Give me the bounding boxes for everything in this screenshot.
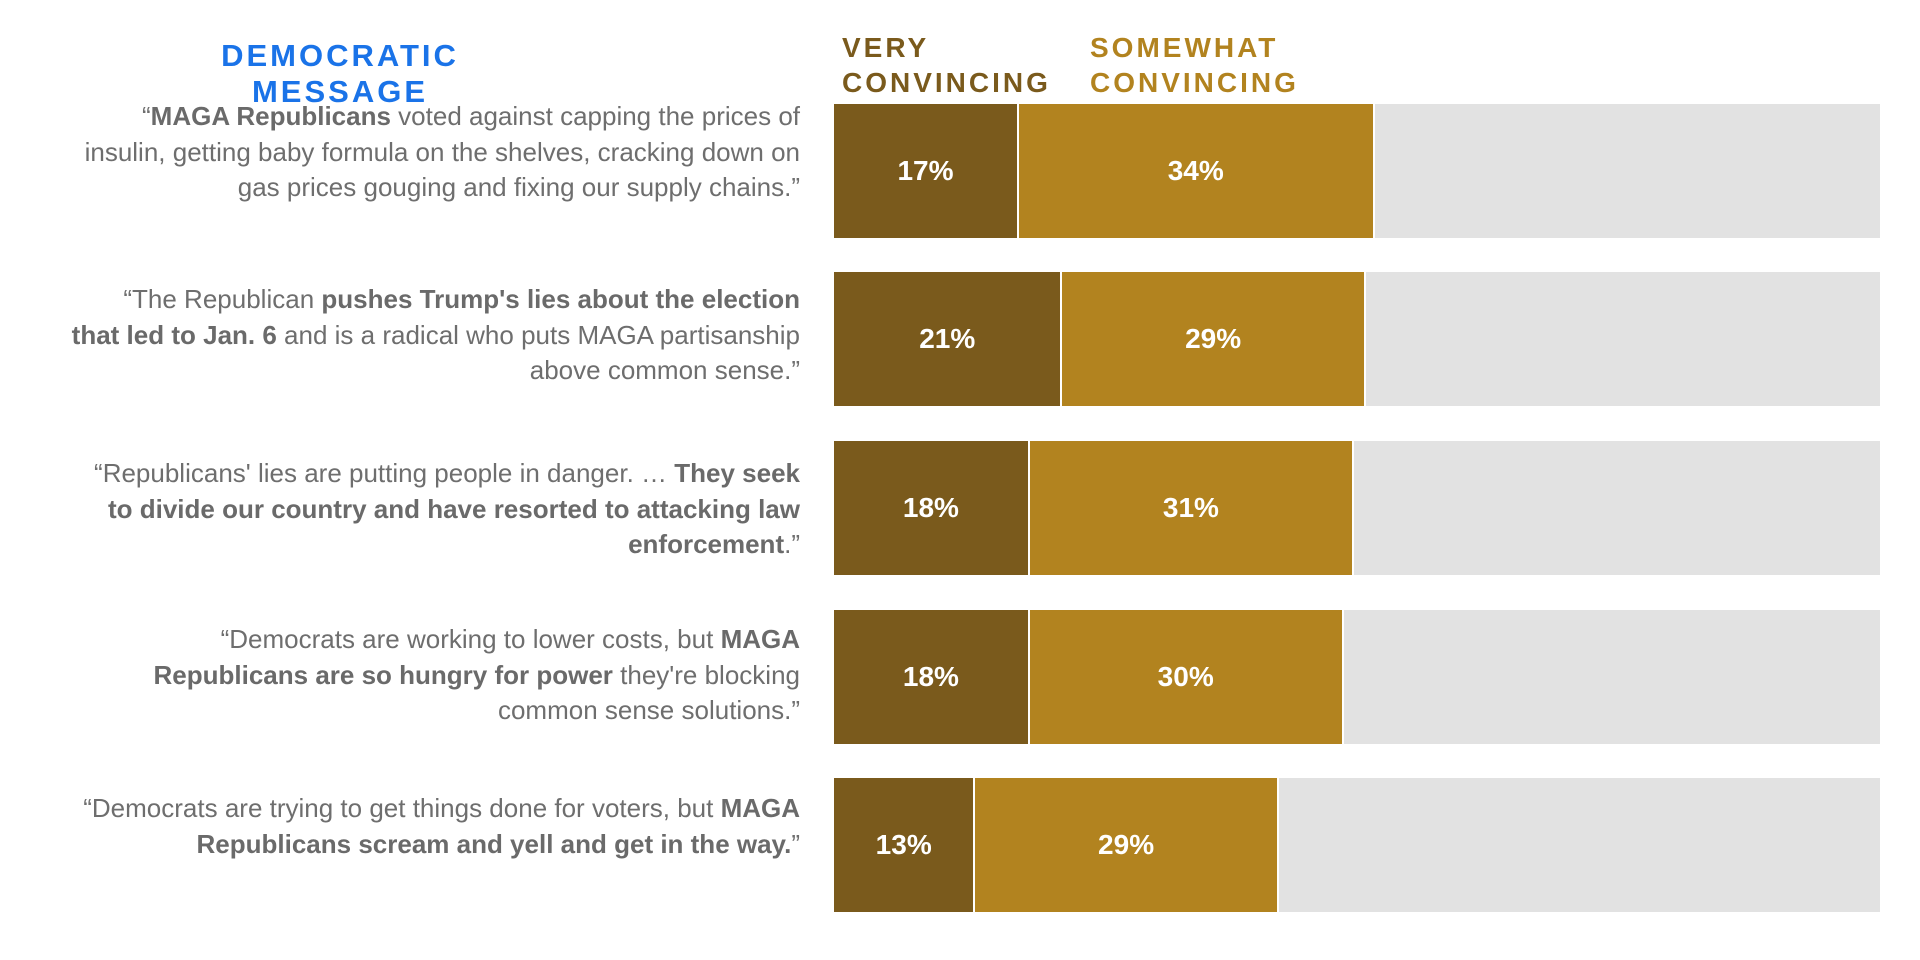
message-bold-part: MAGA Republicans	[150, 101, 391, 131]
bar-value-label: 18%	[902, 661, 959, 692]
chart-title: DEMOCRATIC MESSAGE	[221, 38, 459, 109]
bar-row: 17% 34%	[834, 104, 1880, 238]
bar-value-label: 29%	[1098, 829, 1155, 860]
bar-row: 18% 31%	[834, 441, 1880, 575]
bar-row: 13% 29%	[834, 778, 1880, 912]
message-part: .”	[784, 529, 800, 559]
message-text: “MAGA Republicans voted against capping …	[70, 99, 800, 206]
message-text: “Republicans' lies are putting people in…	[70, 456, 800, 563]
bar-very-convincing: 18%	[834, 441, 1030, 575]
bar-value-label: 30%	[1157, 661, 1214, 692]
bar-very-convincing: 17%	[834, 104, 1019, 238]
bar-remainder	[1374, 104, 1880, 238]
message-part: “Democrats are trying to get things done…	[83, 793, 721, 823]
bar-very-convincing: 18%	[834, 610, 1030, 744]
message-text: “Democrats are trying to get things done…	[70, 791, 800, 862]
message-part: voted against capping the prices of insu…	[84, 101, 800, 202]
bar-somewhat-convincing: 31%	[1029, 441, 1355, 575]
message-part: “Republicans' lies are putting people in…	[94, 458, 675, 488]
message-part: “Democrats are working to lower costs, b…	[220, 624, 721, 654]
bar-remainder	[1354, 441, 1880, 575]
bar-value-label: 17%	[897, 155, 954, 186]
bar-remainder	[1343, 610, 1880, 744]
message-part: “The Republican	[123, 284, 322, 314]
bar-somewhat-convincing: 29%	[975, 778, 1279, 912]
legend-somewhat-convincing: SOMEWHAT CONVINCING	[1090, 30, 1299, 100]
bar-value-label: 18%	[902, 492, 959, 523]
bar-remainder	[1365, 272, 1880, 406]
bar-somewhat-convincing: 29%	[1062, 272, 1366, 406]
bar-very-convincing: 21%	[834, 272, 1063, 406]
bar-somewhat-convincing: 30%	[1029, 610, 1344, 744]
message-part: ”	[791, 828, 800, 859]
message-part: and is a radical who puts MAGA partisans…	[276, 319, 800, 386]
message-text: “The Republican pushes Trump's lies abou…	[70, 282, 800, 389]
message-part: “	[141, 101, 151, 131]
bar-somewhat-convincing: 34%	[1018, 104, 1375, 238]
message-text: “Democrats are working to lower costs, b…	[70, 622, 801, 729]
bar-remainder	[1278, 778, 1880, 912]
bar-row: 21% 29%	[834, 272, 1880, 406]
legend-somewhat-line1: SOMEWHAT	[1090, 32, 1279, 63]
message-bold-part: pushes Trump's lies about the election t…	[71, 284, 800, 350]
message-bold-part: They seek to divide our country and have…	[107, 458, 800, 559]
message-bold-part: MAGA Republicans are so hungry for power	[153, 624, 801, 690]
legend-somewhat-line2: CONVINCING	[1090, 67, 1299, 98]
bar-value-label: 34%	[1167, 155, 1224, 186]
bar-row: 18% 30%	[834, 610, 1880, 744]
legend-very-line2: CONVINCING	[842, 67, 1051, 98]
message-part: they're blocking common sense solutions.…	[497, 659, 800, 726]
bar-value-label: 21%	[919, 323, 976, 354]
bar-value-label: 31%	[1162, 492, 1219, 523]
message-bold-part: MAGA Republicans scream and yell and get…	[196, 793, 801, 859]
legend-very-convincing: VERY CONVINCING	[842, 30, 1051, 100]
bar-value-label: 13%	[875, 829, 932, 860]
legend-very-line1: VERY	[842, 32, 930, 63]
bar-very-convincing: 13%	[834, 778, 976, 912]
bar-value-label: 29%	[1185, 323, 1242, 354]
